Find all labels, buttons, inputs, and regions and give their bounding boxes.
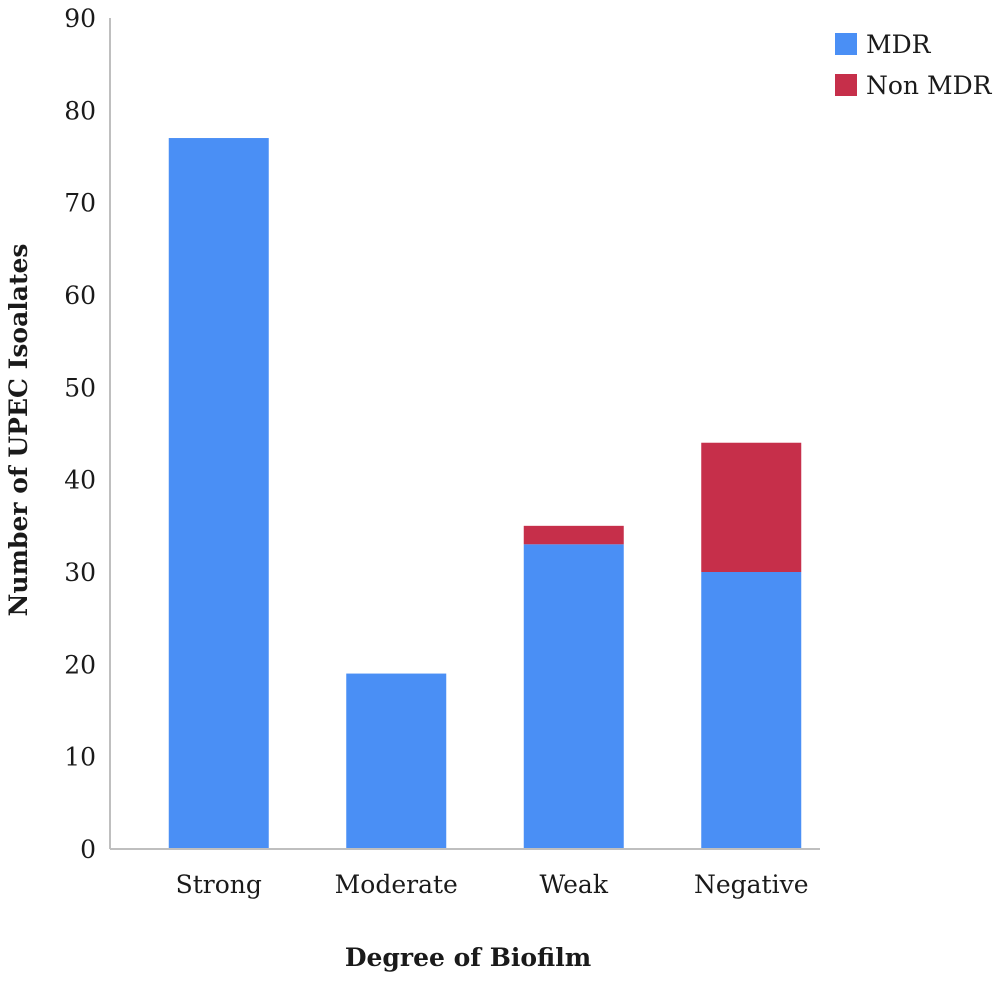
bar-mdr-negative bbox=[701, 572, 802, 849]
legend-label: MDR bbox=[866, 30, 932, 59]
legend-swatch bbox=[835, 33, 857, 55]
y-tick-label: 80 bbox=[64, 96, 96, 125]
legend-swatch bbox=[835, 74, 857, 96]
x-tick-label: Weak bbox=[539, 870, 608, 899]
bar-mdr-strong bbox=[168, 138, 269, 850]
y-tick-label: 30 bbox=[64, 558, 96, 587]
axes bbox=[109, 18, 820, 850]
y-tick-label: 50 bbox=[64, 373, 96, 402]
y-tick-label: 10 bbox=[64, 743, 96, 772]
x-axis-title: Degree of Biofilm bbox=[345, 943, 591, 972]
y-tick-label: 90 bbox=[64, 4, 96, 33]
x-tick-label: Moderate bbox=[335, 870, 458, 899]
bar-mdr-moderate bbox=[346, 673, 447, 849]
y-tick-label: 20 bbox=[64, 650, 96, 679]
bars bbox=[168, 138, 802, 850]
y-axis-title: Number of UPEC Isoalates bbox=[4, 244, 33, 617]
y-tick-label: 40 bbox=[64, 466, 96, 495]
y-tick-label: 60 bbox=[64, 281, 96, 310]
bar-non-mdr-weak bbox=[523, 525, 624, 545]
bar-non-mdr-negative bbox=[701, 442, 802, 572]
x-tick-label: Negative bbox=[694, 870, 809, 899]
legend-label: Non MDR bbox=[866, 71, 993, 100]
bar-mdr-weak bbox=[523, 544, 624, 849]
legend: MDR Non MDR bbox=[835, 30, 993, 100]
x-tick-label: Strong bbox=[176, 870, 262, 899]
y-tick-label: 70 bbox=[64, 189, 96, 218]
y-tick-label: 0 bbox=[80, 835, 96, 864]
y-tick-labels: 0 10 20 30 40 50 60 70 80 90 bbox=[64, 4, 96, 864]
x-tick-labels: Strong Moderate Weak Negative bbox=[176, 870, 809, 899]
